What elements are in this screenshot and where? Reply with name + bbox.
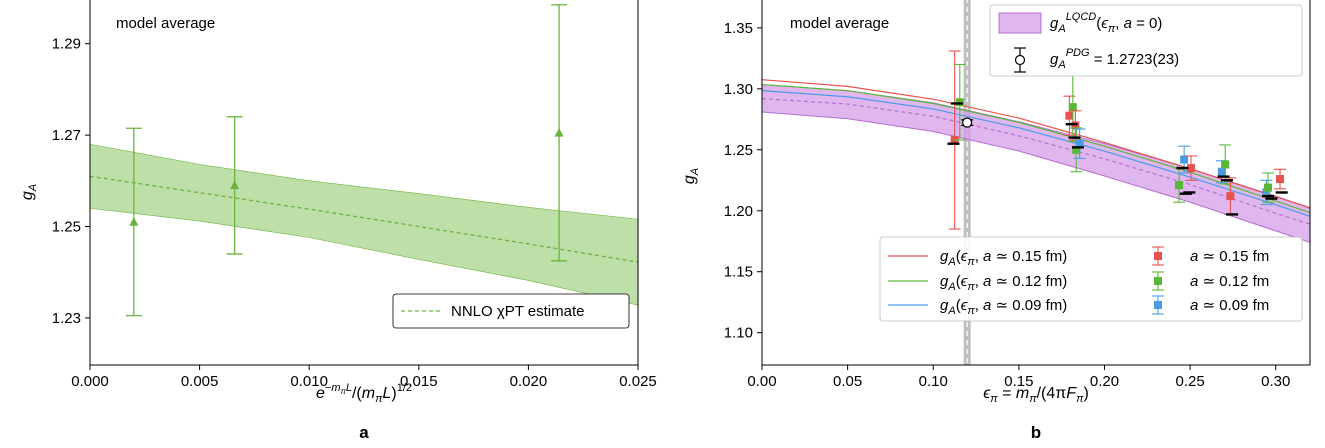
data-point-a012 [1264,183,1273,192]
data-point-a009 [1075,139,1084,148]
panel-a-y-label: gA [19,184,39,200]
continuum-legend-swatch [998,12,1042,34]
panel-b-letter: b [1031,423,1041,442]
panel-b-legend-top: gALQCD(ϵπ, a = 0) gAPDG = 1.2723(23) [989,4,1303,77]
panel-b-x-tick-label: 0.30 [1261,373,1290,390]
nnlo-legend-label: NNLO χPT estimate [451,303,584,320]
panel-b-frame [761,0,1311,366]
panel-b-y-ticks: 1.10 1.15 1.20 1.25 1.30 1.35 [724,20,762,342]
pdg-legend-label: gAPDG = 1.2723(23) [1050,47,1179,71]
panel-b-plot-area [762,0,1310,365]
panel-a-x-tick-label: 0.005 [181,373,219,390]
panel-b-x-tick-label: 0.15 [1004,373,1033,390]
legend-line-a015-label: gA(ϵπ, a ≃ 0.15 fm) [940,248,1067,268]
lattice-curve-a015 [762,79,1310,209]
panel-a-y-tick-label: 1.27 [52,127,81,144]
legend-point-a015-label: a ≃ 0.15 fm [1190,248,1269,265]
panel-a-x-label: e−mπL/(mπL)1/2 [316,382,412,405]
legend-point-a009-label: a ≃ 0.09 fm [1190,297,1269,314]
panel-a-legend: NNLO χPT estimate [392,293,630,329]
panel-b-x-tick-label: 0.05 [833,373,862,390]
data-point-a009 [1180,155,1189,164]
data-point-a012 [955,98,964,107]
legend-line-a012-label: gA(ϵπ, a ≃ 0.12 fm) [940,273,1067,293]
panel-a-legend-box [392,293,630,329]
panel-b-x-tick-label: 0.00 [747,373,776,390]
panel-a-x-tick-label: 0.000 [71,373,109,390]
panel-a-x-tick-label: 0.025 [619,373,657,390]
panel-b-y-tick-label: 1.25 [724,142,753,159]
lattice-curve-a012 [762,83,1310,214]
panel-a-x-tick-label: 0.010 [290,373,328,390]
panel-b-annotation: model average [790,15,889,32]
panel-a-y-tick-label: 1.23 [52,310,81,327]
continuum-legend-label: gALQCD(ϵπ, a = 0) [1050,11,1162,35]
panel-a-points [125,4,568,317]
panel-a-y-tick-label: 1.29 [52,36,81,53]
data-point-a012 [1221,160,1230,169]
panel-b-points [948,50,1287,230]
panel-a-y-tick-label: 1.25 [52,219,81,236]
data-point-a015 [1226,192,1235,201]
legend-point-a012-label: a ≃ 0.12 fm [1190,273,1269,290]
panel-b-y-tick-label: 1.10 [724,325,753,342]
continuum-band [762,84,1310,243]
panel-b-y-tick-label: 1.15 [724,264,753,281]
panel-b-x-tick-label: 0.25 [1176,373,1205,390]
legend-point-a015-swatch [1152,246,1164,266]
panel-b-legend-top-box [989,4,1303,77]
nnlo-estimate-line [90,175,638,263]
panel-a-x-tick-label: 0.015 [400,373,438,390]
pdg-point [961,117,974,128]
data-point-a015 [1276,175,1285,184]
panel-b-black-markers [947,102,1288,216]
panel-b-y-label: gA [681,168,701,184]
panel-a-data-point [230,180,240,190]
data-point-a015 [1186,164,1195,173]
panel-b: 0.00 0.05 0.10 0.15 0.20 0.25 0.30 1.10 1.15 1.2… [681,0,1311,442]
continuum-band-lower-edge [762,111,1310,243]
panel-b-y-tick-label: 1.35 [724,20,753,37]
data-point-a012 [1072,145,1081,154]
panel-b-x-tick-label: 0.10 [919,373,948,390]
legend-point-a012-swatch [1152,271,1164,291]
data-point-a015 [1071,121,1080,130]
panel-a-x-tick-label: 0.020 [510,373,548,390]
panel-a-plot-area [90,4,638,317]
data-point-a015 [1065,111,1074,120]
panel-b-y-tick-label: 1.30 [724,81,753,98]
legend-line-a009-label: gA(ϵπ, a ≃ 0.09 fm) [940,297,1067,317]
panel-b-x-tick-label: 0.20 [1090,373,1119,390]
panel-a-y-ticks: 1.23 1.25 1.27 1.29 [52,36,90,327]
panel-b-x-ticks: 0.00 0.05 0.10 0.15 0.20 0.25 0.30 [747,365,1290,390]
data-point-a009 [1262,188,1271,197]
data-point-a012 [1068,103,1077,112]
panel-a-data-point [129,216,139,226]
continuum-center-line [762,97,1310,225]
panel-a-x-ticks: 0.000 0.005 0.010 0.015 0.020 0.025 [71,365,657,390]
panel-b-y-tick-label: 1.20 [724,203,753,220]
nnlo-band [90,143,638,306]
panel-a: 0.000 0.005 0.010 0.015 0.020 0.025 1.231.251… [19,0,657,442]
lattice-curve-a009 [762,90,1310,217]
data-point-a012 [1174,181,1183,190]
lattice-spacing-curves [762,79,1310,217]
legend-point-a009-swatch [1152,295,1164,315]
panel-b-legend-bottom: gA(ϵπ, a ≃ 0.15 fm) gA(ϵπ, a ≃ 0.12 fm) … [879,236,1303,322]
panel-b-x-label: ϵπ = mπ/(4πFπ) [983,385,1089,405]
panel-a-letter: a [359,423,369,442]
data-point-a009 [1217,167,1226,176]
panel-a-annotation: model average [116,15,215,32]
pdg-marker [962,117,973,128]
panel-b-legend-bottom-box [879,236,1303,322]
panel-a-frame [89,0,639,366]
pdg-legend-swatch [1014,47,1026,73]
panel-a-data-point [554,127,564,137]
